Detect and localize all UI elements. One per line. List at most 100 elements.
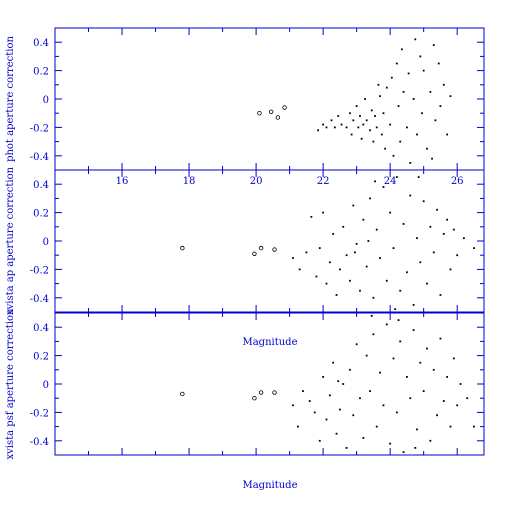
data-point: [406, 376, 408, 378]
data-point: [402, 91, 405, 93]
data-point: [390, 76, 393, 79]
data-point: [452, 228, 455, 231]
data-point: [328, 394, 331, 397]
data-point: [446, 133, 449, 136]
data-point: [466, 397, 469, 400]
data-point: [355, 242, 358, 245]
data-point: [337, 380, 340, 383]
data-point: [429, 91, 432, 93]
y-axis-label: xvista psf aperture correction: [5, 308, 16, 460]
data-point: [439, 294, 442, 296]
data-point: [399, 140, 402, 143]
panel-frame: [54, 312, 485, 456]
data-point: [409, 162, 412, 164]
data-point: [382, 186, 385, 188]
data-point: [429, 439, 432, 442]
data-point: [442, 400, 445, 402]
data-point: [315, 275, 318, 278]
data-point: [328, 261, 331, 264]
panel-frame: [54, 27, 485, 171]
data-point: [308, 400, 311, 402]
data-point: [318, 247, 321, 249]
data-point: [352, 204, 355, 207]
data-point: [382, 404, 385, 407]
data-point: [416, 428, 418, 431]
data-point: [432, 44, 435, 46]
data-point: [325, 126, 328, 129]
data-point: [335, 294, 338, 296]
data-point: [446, 218, 449, 221]
data-point-open: [272, 247, 277, 252]
data-point: [362, 123, 365, 126]
y-tick-label: -0.4: [30, 294, 49, 305]
data-point: [429, 225, 432, 228]
y-tick-label: -0.2: [30, 265, 49, 276]
data-point: [416, 237, 418, 240]
data-point: [352, 414, 355, 417]
data-point-open: [252, 396, 257, 401]
data-point: [409, 397, 412, 400]
data-point: [473, 425, 475, 428]
y-tick-label: 0: [43, 380, 49, 391]
data-point: [422, 200, 425, 203]
data-point: [402, 451, 405, 454]
data-point: [419, 55, 422, 58]
data-point: [377, 83, 380, 86]
data-point: [379, 95, 382, 98]
y-tick-label: 0.4: [33, 38, 49, 49]
data-point: [318, 439, 321, 442]
data-point: [395, 62, 398, 65]
data-point: [350, 133, 353, 136]
data-point: [325, 282, 328, 285]
data-point: [372, 333, 375, 336]
data-point: [406, 271, 408, 274]
data-point: [412, 304, 415, 306]
data-point-open: [257, 110, 262, 116]
data-point: [359, 397, 361, 400]
x-tick-label: 24: [384, 176, 397, 187]
data-point: [426, 347, 428, 350]
data-point: [426, 147, 428, 150]
panel-3: 0.4 0.2 0 -0.2 -0.4 xvista psf aperture corre…: [5, 308, 485, 460]
data-point: [367, 240, 370, 242]
data-point: [335, 432, 338, 435]
data-point: [389, 442, 392, 445]
data-point: [374, 115, 376, 117]
data-point: [397, 105, 400, 107]
data-point: [369, 390, 371, 392]
panel-frame: [54, 169, 485, 313]
data-point: [395, 411, 398, 414]
data-point: [417, 176, 420, 178]
data-point: [369, 129, 371, 132]
data-point: [332, 361, 335, 364]
data-point: [442, 233, 445, 235]
data-point: [416, 133, 418, 136]
data-point: [370, 314, 373, 317]
data-point: [352, 119, 355, 122]
data-point: [337, 115, 340, 117]
data-point-open: [258, 390, 264, 395]
data-point: [456, 254, 459, 257]
data-point: [379, 257, 382, 259]
y-axis-label: xvista ap aperture correction: [5, 166, 16, 315]
data-point-open: [258, 245, 264, 251]
data-point: [473, 247, 475, 249]
data-point: [449, 95, 452, 98]
data-point: [414, 447, 417, 449]
data-point: [436, 414, 438, 417]
data-point: [302, 390, 304, 392]
y-tick-label: 0.2: [33, 209, 49, 220]
y-tick-label: 0.2: [33, 352, 49, 363]
data-point: [313, 411, 316, 414]
data-point: [310, 215, 313, 218]
data-point: [462, 237, 465, 240]
data-point: [412, 98, 415, 100]
panel-2: 0.4 0.2 0 -0.2 -0.4 xvista ap aperture correc…: [5, 166, 485, 315]
data-point: [431, 157, 433, 160]
data-point: [400, 48, 403, 51]
x-tick-label: 22: [317, 176, 330, 187]
data-point: [436, 208, 438, 211]
data-point: [297, 425, 299, 428]
data-point: [357, 126, 360, 129]
data-point: [338, 268, 341, 271]
